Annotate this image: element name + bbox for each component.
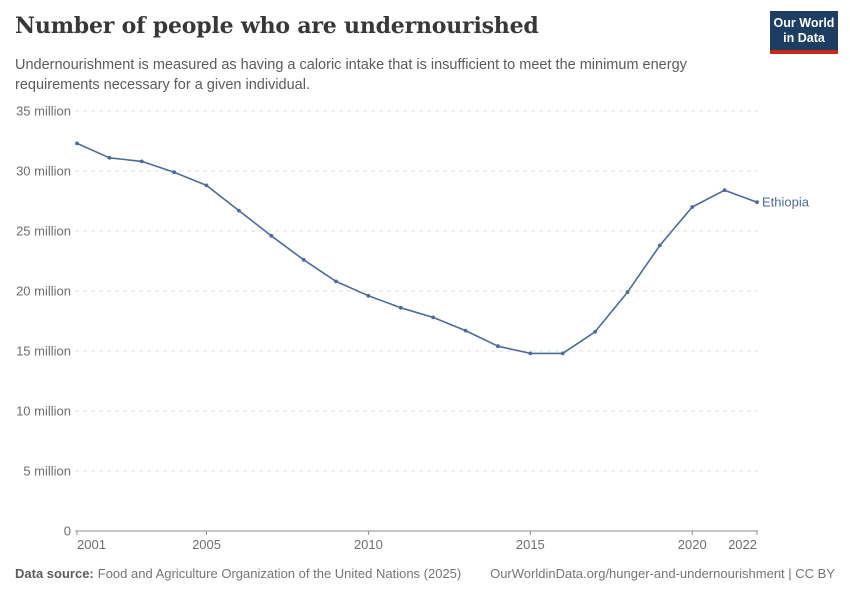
x-axis-label: 2010	[354, 537, 383, 552]
y-axis-label: 0	[64, 524, 71, 539]
x-axis-label: 2022	[728, 537, 757, 552]
data-point[interactable]	[496, 344, 500, 349]
data-point[interactable]	[269, 233, 274, 238]
owid-logo[interactable]: Our World in Data	[770, 11, 838, 54]
y-axis-label: 10 million	[16, 404, 71, 419]
data-point[interactable]	[366, 293, 371, 298]
y-axis-label: 35 million	[16, 104, 71, 119]
data-point[interactable]	[560, 351, 565, 356]
data-source-label: Data source:	[15, 566, 94, 581]
data-point[interactable]	[172, 170, 177, 175]
owid-logo-line2: in Data	[783, 31, 825, 45]
x-axis-label: 2015	[516, 537, 545, 552]
y-axis-label: 5 million	[23, 464, 71, 479]
data-point[interactable]	[722, 188, 727, 193]
data-source-value: Food and Agriculture Organization of the…	[97, 566, 462, 581]
data-point[interactable]	[528, 351, 533, 356]
attribution-link[interactable]: OurWorldinData.org/hunger-and-undernouri…	[490, 566, 835, 581]
data-line-ethiopia[interactable]	[76, 142, 758, 355]
y-axis-label: 30 million	[16, 164, 71, 179]
data-point[interactable]	[107, 155, 112, 160]
data-point[interactable]	[334, 279, 338, 284]
data-point[interactable]	[398, 305, 403, 310]
data-source-note: Data source: Food and Agriculture Organiz…	[15, 566, 461, 581]
data-point[interactable]	[75, 141, 79, 146]
data-point[interactable]	[755, 200, 759, 205]
data-point[interactable]	[463, 328, 468, 333]
series-label-ethiopia[interactable]: Ethiopia	[762, 195, 810, 210]
y-axis-label: 25 million	[16, 224, 71, 239]
data-point[interactable]	[593, 329, 597, 334]
x-axis-label: 2005	[192, 537, 221, 552]
footer: Data source: Food and Agriculture Organiz…	[15, 566, 835, 581]
data-point[interactable]	[204, 183, 209, 188]
data-point[interactable]	[625, 290, 630, 295]
data-point[interactable]	[690, 205, 695, 209]
data-point[interactable]	[139, 159, 144, 164]
data-point[interactable]	[431, 315, 436, 320]
y-axis-label: 15 million	[16, 344, 71, 359]
data-point[interactable]	[237, 208, 241, 213]
y-axis-label: 20 million	[16, 284, 71, 299]
data-point[interactable]	[657, 243, 662, 248]
owid-logo-line1: Our World	[773, 16, 835, 30]
data-point[interactable]	[301, 257, 306, 262]
chart-subtitle: Undernourishment is measured as having a…	[15, 57, 687, 93]
page-title: Number of people who are undernourished	[15, 13, 539, 39]
x-axis-label: 2001	[77, 537, 106, 552]
x-axis-label: 2020	[678, 537, 707, 552]
